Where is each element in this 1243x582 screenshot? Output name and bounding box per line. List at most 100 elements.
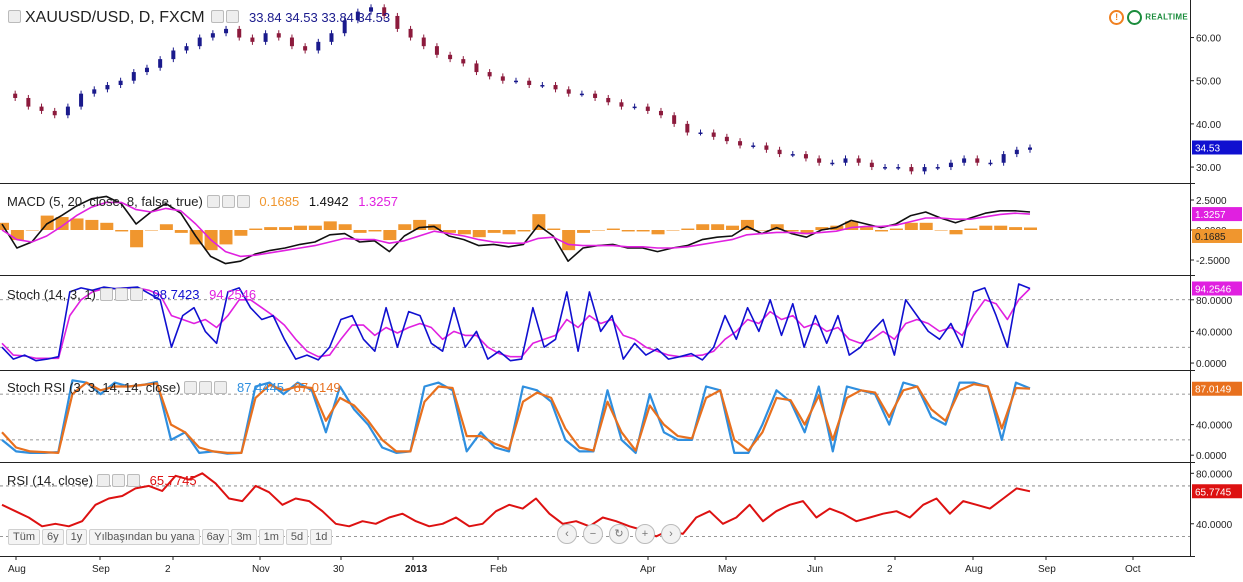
stochrsi-close-icon[interactable] — [214, 381, 228, 395]
macd-hist-bar — [115, 230, 129, 232]
macd-hist-bar — [0, 222, 9, 230]
macd-hist-bar — [264, 227, 278, 230]
macd-hist-bar — [696, 224, 710, 230]
scroll-left-button[interactable]: ‹ — [557, 524, 577, 544]
macd-hist-bar — [502, 230, 516, 235]
stochrsi-value-d: 87.0149 — [293, 380, 341, 395]
candle-body — [131, 72, 136, 81]
rsi-tag: 65.7745 — [1195, 487, 1232, 498]
price-tick: 50.00 — [1196, 77, 1221, 88]
stoch-tick: 0.0000 — [1196, 359, 1227, 370]
candle-body — [606, 97, 611, 103]
range-button-4[interactable]: 6ay — [201, 529, 230, 545]
macd-hist-bar — [636, 230, 650, 232]
macd-hist-bar — [547, 228, 561, 230]
stoch-gear-icon[interactable] — [114, 288, 128, 302]
stochrsi-tag: 87.0149 — [1195, 385, 1232, 396]
macd-hist-bar — [1009, 227, 1023, 230]
candle-body — [52, 110, 57, 116]
macd-settings-icon[interactable] — [206, 195, 220, 209]
macd-hist-bar — [368, 230, 382, 232]
candle-body — [527, 80, 532, 86]
realtime-indicator: ! REALTIME — [1109, 10, 1188, 25]
candle-body — [171, 50, 176, 60]
candle-body — [658, 110, 663, 116]
candle-body — [263, 33, 268, 42]
range-button-1[interactable]: 6y — [42, 529, 64, 545]
settings-icon[interactable] — [210, 10, 224, 24]
macd-signal-line — [1, 201, 1031, 258]
alert-icon[interactable]: ! — [1109, 10, 1125, 25]
macd-hist-bar — [904, 222, 918, 230]
candle-body — [79, 93, 84, 107]
stoch-title-text: Stoch (14, 3, 1) — [7, 287, 96, 302]
candle-body — [369, 7, 374, 12]
candle-body — [65, 106, 70, 116]
stochrsi-settings-icon[interactable] — [184, 381, 198, 395]
candle-body — [184, 46, 189, 51]
candle-body — [237, 28, 242, 38]
macd-hist-bar — [934, 230, 948, 231]
stoch-settings-icon[interactable] — [99, 288, 113, 302]
macd-hist-bar — [1024, 227, 1037, 230]
range-button-7[interactable]: 5d — [285, 529, 309, 545]
macd-hist-bar — [353, 230, 367, 233]
gear-icon[interactable] — [225, 10, 239, 24]
stochrsi-k-line — [1, 379, 1031, 455]
stoch-close-icon[interactable] — [129, 288, 143, 302]
range-button-3[interactable]: Yılbaşından bu yana — [89, 529, 200, 545]
candle-body — [355, 11, 360, 21]
candle-body — [210, 33, 215, 38]
ohlc-open: 33.84 — [249, 10, 282, 25]
reset-button[interactable]: ↻ — [609, 524, 629, 544]
range-button-0[interactable]: Tüm — [8, 529, 40, 545]
macd-hist-bar — [532, 214, 546, 230]
time-tick: Sep — [1038, 564, 1056, 575]
candle-body — [316, 41, 321, 51]
macd-gear-icon[interactable] — [221, 195, 235, 209]
time-tick: Feb — [490, 564, 508, 575]
ohlc-high: 34.53 — [285, 10, 318, 25]
scroll-right-button[interactable]: › — [661, 524, 681, 544]
macd-value-hist: 0.1685 — [259, 194, 300, 209]
macd-value-signal: 1.3257 — [358, 194, 398, 209]
macd-hist-bar — [681, 228, 695, 230]
zoom-out-button[interactable]: − — [583, 524, 603, 544]
macd-hist-bar — [323, 221, 337, 230]
stoch-tick: 40.0000 — [1196, 327, 1233, 338]
rsi-value: 65.7745 — [149, 473, 197, 488]
macd-tick: 2.5000 — [1196, 196, 1227, 207]
macd-hist-bar — [55, 217, 69, 230]
rsi-line — [1, 472, 1031, 538]
rsi-gear-icon[interactable] — [111, 474, 125, 488]
range-button-5[interactable]: 3m — [231, 529, 257, 545]
macd-hist-bar — [219, 230, 233, 245]
price-tick: 30.00 — [1196, 163, 1221, 174]
candle-body — [632, 106, 637, 109]
time-tick: Apr — [640, 564, 656, 575]
chart-navigation: ‹ − ↻ + › — [557, 524, 681, 544]
add-compare-icon[interactable] — [8, 10, 21, 24]
macd-hist-bar — [338, 224, 352, 230]
range-button-2[interactable]: 1y — [65, 529, 88, 545]
stochrsi-tick: 40.0000 — [1196, 421, 1233, 432]
macd-hist-bar — [457, 230, 471, 235]
candle-body — [711, 132, 716, 137]
candle-body — [487, 72, 492, 77]
range-button-8[interactable]: 1d — [310, 529, 333, 545]
rsi-settings-icon[interactable] — [96, 474, 110, 488]
stoch-value-d: 94.2546 — [209, 287, 257, 302]
stoch-tick: 80.0000 — [1196, 296, 1233, 307]
macd-signal-tag-bg — [1192, 207, 1242, 222]
candle-body — [909, 167, 914, 172]
range-button-6[interactable]: 1m — [258, 529, 284, 545]
macd-hist-bar — [308, 225, 322, 230]
macd-hist-bar — [711, 224, 725, 230]
candle-body — [962, 158, 967, 163]
macd-close-icon[interactable] — [236, 195, 250, 209]
zoom-in-button[interactable]: + — [635, 524, 655, 544]
rsi-close-icon[interactable] — [126, 474, 140, 488]
stochrsi-gear-icon[interactable] — [199, 381, 213, 395]
macd-hist-tag: 0.1685 — [1195, 232, 1226, 243]
